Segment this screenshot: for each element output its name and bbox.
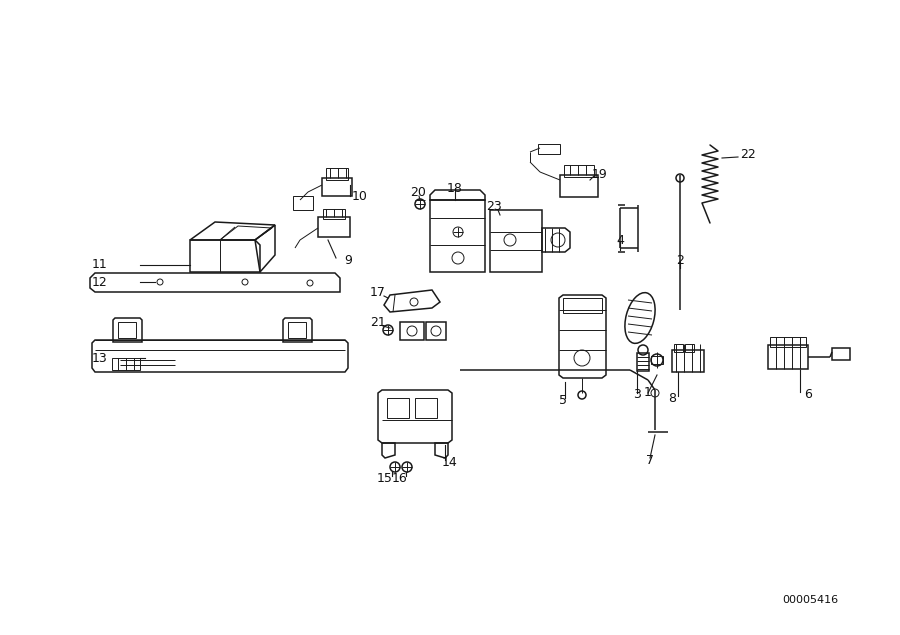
Text: 22: 22 (740, 149, 756, 161)
Bar (387, 398, 409, 418)
Bar (564, 165, 594, 177)
Text: 18: 18 (447, 182, 463, 194)
Bar (322, 178, 352, 196)
Text: 2: 2 (676, 253, 684, 267)
Text: 17: 17 (370, 286, 386, 300)
Bar (430, 200, 485, 272)
Bar (672, 350, 704, 372)
Bar (415, 398, 437, 418)
Bar (288, 322, 306, 338)
Bar (293, 196, 313, 210)
Text: 5: 5 (559, 394, 567, 406)
Bar (832, 348, 850, 360)
Bar (112, 358, 140, 370)
Bar (674, 344, 683, 352)
Bar (637, 353, 649, 371)
Bar (323, 209, 345, 219)
Text: 15: 15 (377, 472, 393, 485)
Text: 12: 12 (92, 276, 108, 288)
Text: 23: 23 (486, 201, 502, 213)
Bar (490, 210, 542, 272)
Text: 13: 13 (92, 352, 108, 364)
Bar (770, 337, 806, 347)
Bar (768, 345, 808, 369)
Text: 00005416: 00005416 (782, 595, 838, 605)
Bar (538, 144, 560, 154)
Text: 20: 20 (410, 187, 426, 199)
Bar (563, 298, 602, 313)
Text: 10: 10 (352, 190, 368, 203)
Bar (326, 168, 348, 180)
Text: 8: 8 (668, 392, 676, 404)
Text: 9: 9 (344, 253, 352, 267)
Bar (400, 322, 424, 340)
Bar (318, 217, 350, 237)
Text: 7: 7 (646, 453, 654, 467)
Bar (118, 322, 136, 338)
Text: 3: 3 (633, 389, 641, 401)
Text: 16: 16 (392, 472, 408, 485)
Bar (651, 356, 663, 364)
Text: 19: 19 (592, 168, 608, 180)
Bar (426, 322, 446, 340)
Text: 11: 11 (92, 258, 108, 272)
Bar (560, 175, 598, 197)
Text: 4: 4 (616, 234, 624, 246)
Bar (685, 344, 694, 352)
Text: 1: 1 (644, 387, 652, 399)
Text: 6: 6 (804, 389, 812, 401)
Text: 14: 14 (442, 455, 458, 469)
Text: 21: 21 (370, 316, 386, 330)
